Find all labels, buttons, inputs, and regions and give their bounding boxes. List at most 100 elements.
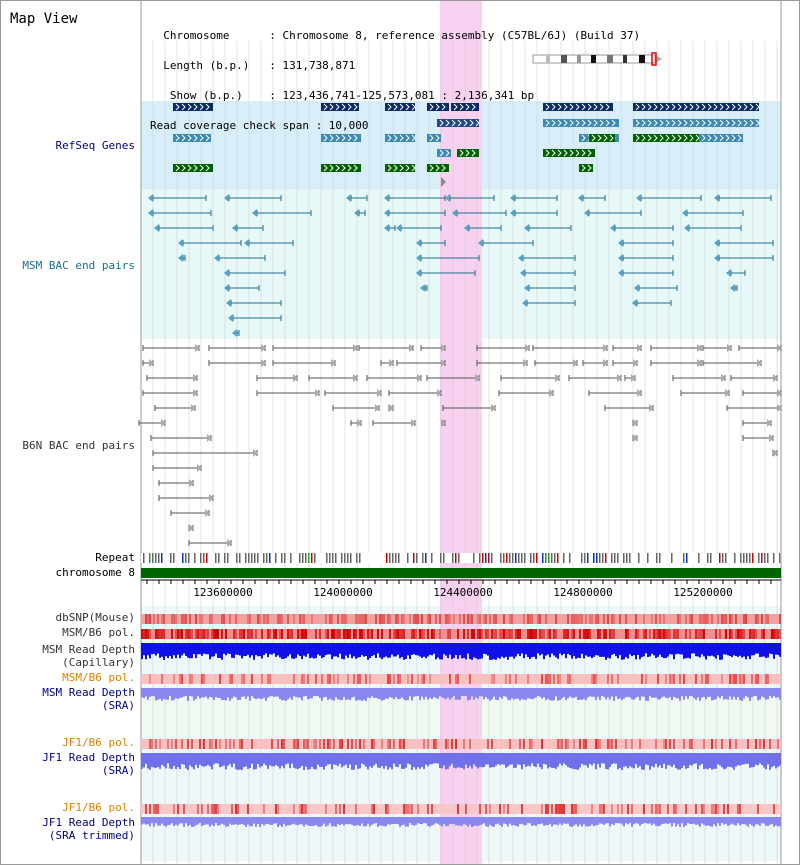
msm-depth-sra-bar: [755, 688, 757, 697]
track-label-jf1-b6-pol-2[interactable]: JF1/B6 pol.: [62, 801, 135, 814]
jf1-b6-pol2-strip-cell: [215, 804, 217, 814]
track-label-jf1-depth-sra-1[interactable]: JF1 Read Depth: [42, 751, 135, 764]
jf1-depth-sra-bar: [411, 753, 413, 770]
gene-strand-arrow: [557, 119, 562, 127]
msm-depth-sra-bar: [191, 688, 193, 697]
msm-depth-sra-bar: [321, 688, 323, 701]
bac-end-arrow-icon: [632, 299, 637, 307]
msm-depth-sra-bar: [693, 688, 695, 699]
msm-depth-sra-bar: [553, 688, 555, 701]
track-label-msm-b6-pol[interactable]: MSM/B6 pol.: [62, 626, 135, 639]
jf1-depth-sra-bar: [771, 753, 773, 768]
jf1-depth-trim-bar: [199, 817, 201, 824]
msm-b6-pol2-strip-cell: [645, 674, 647, 684]
msm-depth-cap-bar: [387, 643, 389, 658]
jf1-depth-trim-bar: [511, 817, 513, 826]
msm-depth-sra-bar: [607, 688, 609, 698]
msm-depth-cap-bar: [705, 643, 707, 660]
jf1-depth-trim-bar: [439, 817, 441, 826]
msm-depth-sra-bar: [171, 688, 173, 701]
jf1-depth-sra-bar: [243, 753, 245, 768]
jf1-depth-trim-bar: [755, 817, 757, 825]
track-label-chromosome[interactable]: chromosome 8: [55, 566, 135, 579]
bac-end-arrow-icon: [244, 239, 249, 247]
msm-depth-cap-bar: [183, 643, 185, 654]
dbsnp-strip-cell: [581, 614, 583, 624]
gene-strand-arrow: [665, 119, 670, 127]
msm-b6-pol2-strip-cell: [541, 674, 543, 684]
msm-b6-pol-strip-cell: [533, 629, 535, 639]
jf1-depth-trim-bar: [615, 817, 617, 824]
msm-b6-pol2-strip-cell: [751, 674, 753, 684]
msm-depth-cap-bar: [283, 643, 285, 659]
msm-depth-sra-bar: [181, 688, 183, 698]
repeat-element: [359, 553, 361, 563]
jf1-b6-pol-strip-cell: [541, 739, 543, 749]
bac-end-arrow-icon: [417, 374, 422, 382]
jf1-depth-sra-bar: [321, 753, 323, 767]
repeat-element: [506, 553, 508, 563]
jf1-depth-sra-bar: [717, 753, 719, 765]
track-label-msm-b6-pol-2[interactable]: MSM/B6 pol.: [62, 671, 135, 684]
msm-depth-cap-bar: [627, 643, 629, 659]
msm-b6-pol-strip-cell: [327, 629, 329, 639]
msm-b6-pol-strip-cell: [689, 629, 691, 639]
repeat-element: [398, 553, 400, 563]
jf1-b6-pol-strip-cell: [703, 739, 705, 749]
jf1-depth-trim-bar: [201, 817, 203, 826]
msm-b6-pol-strip-cell: [605, 629, 607, 639]
gene-strand-arrow: [329, 134, 334, 142]
track-label-repeat[interactable]: Repeat: [95, 551, 135, 564]
jf1-depth-trim-bar: [175, 817, 177, 825]
track-label-msm-depth-cap-1[interactable]: MSM Read Depth: [42, 643, 135, 656]
dbsnp-strip-cell: [211, 614, 213, 624]
jf1-b6-pol2-strip-cell: [371, 804, 373, 814]
jf1-b6-pol-strip-cell: [665, 739, 667, 749]
jf1-depth-trim-bar: [337, 817, 339, 825]
ideogram-band: [591, 55, 596, 63]
msm-depth-sra-bar: [465, 688, 467, 696]
dbsnp-strip-cell: [355, 614, 357, 624]
track-label-msm-depth-sra-1[interactable]: MSM Read Depth: [42, 686, 135, 699]
msm-depth-cap-bar: [339, 643, 341, 654]
track-label-refseq[interactable]: RefSeq Genes: [55, 139, 135, 152]
msm-b6-pol-strip-cell: [241, 629, 243, 639]
bac-end-arrow-icon: [726, 269, 731, 277]
jf1-depth-trim-bar: [525, 817, 527, 826]
gene-strand-arrow: [405, 134, 410, 142]
track-label-b6n-bac[interactable]: B6N BAC end pairs: [22, 439, 135, 452]
msm-b6-pol-strip-cell: [159, 629, 161, 639]
msm-depth-cap-bar: [677, 643, 679, 654]
track-label-jf1-b6-pol[interactable]: JF1/B6 pol.: [62, 736, 135, 749]
dbsnp-strip-cell: [311, 614, 313, 624]
msm-b6-pol2-strip-cell: [387, 674, 389, 684]
msm-depth-cap-bar: [399, 643, 401, 659]
gene-strand-arrow: [193, 134, 198, 142]
jf1-depth-trim-bar: [479, 817, 481, 826]
jf1-b6-pol2-strip-cell: [703, 804, 705, 814]
gene-strand-arrow: [641, 134, 646, 142]
dbsnp-strip-cell: [287, 614, 289, 624]
jf1-depth-trim-bar: [703, 817, 705, 825]
jf1-b6-pol2-strip-bg: [141, 804, 781, 814]
msm-depth-cap-bar: [393, 643, 395, 657]
jf1-depth-sra-bar: [305, 753, 307, 767]
msm-depth-cap-bar: [167, 643, 169, 659]
dbsnp-strip-cell: [539, 614, 541, 624]
msm-depth-cap-bar: [153, 643, 155, 654]
jf1-depth-sra-bar: [689, 753, 691, 765]
jf1-depth-sra-bar: [149, 753, 151, 770]
jf1-b6-pol-strip-cell: [371, 739, 373, 749]
track-label-dbsnp[interactable]: dbSNP(Mouse): [55, 611, 135, 624]
jf1-depth-sra-bar: [575, 753, 577, 770]
jf1-depth-trim-bar: [669, 817, 671, 824]
msm-b6-pol2-strip-cell: [679, 674, 681, 684]
msm-depth-cap-bar: [609, 643, 611, 659]
track-label-jf1-depth-trim-1[interactable]: JF1 Read Depth: [42, 816, 135, 829]
jf1-depth-sra-bar: [315, 753, 317, 770]
msm-depth-cap-bar: [275, 643, 277, 657]
dbsnp-strip-cell: [755, 614, 757, 624]
track-label-msm-bac[interactable]: MSM BAC end pairs: [22, 259, 135, 272]
repeat-element: [602, 553, 604, 563]
